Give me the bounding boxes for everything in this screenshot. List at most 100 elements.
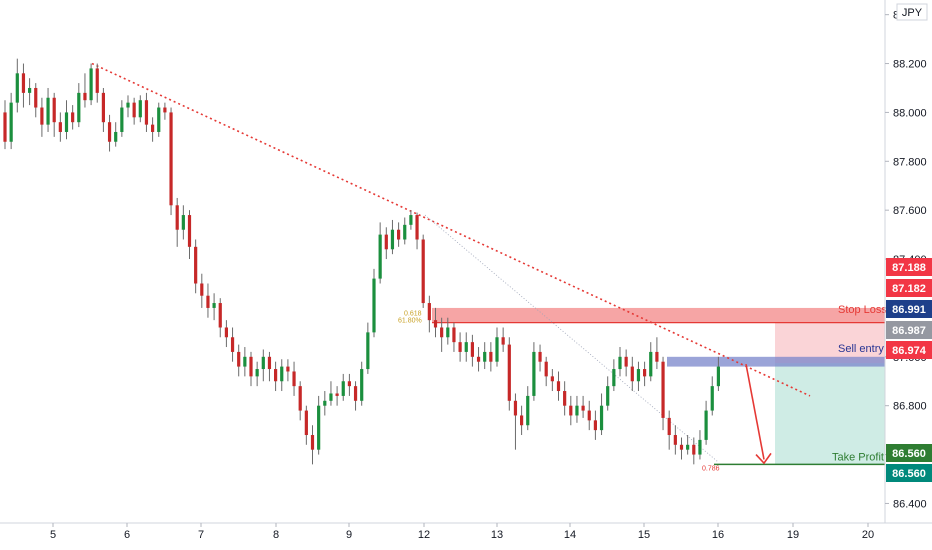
candle-down [427, 303, 431, 321]
candle-down [538, 351, 542, 362]
candle-down [673, 435, 677, 445]
candle-down [476, 356, 481, 362]
candle-up [46, 97, 50, 125]
candle-up [606, 386, 610, 406]
drawn-lines [91, 62, 811, 465]
candle-down [501, 337, 505, 345]
candle-down [593, 420, 597, 431]
candle-down [581, 405, 585, 411]
price-tag [886, 300, 932, 318]
candle-down [107, 122, 112, 142]
candle-down [200, 283, 204, 296]
candle-down [544, 361, 548, 377]
candle-up [612, 369, 616, 387]
candle-up [89, 68, 93, 101]
candle-up [261, 356, 265, 370]
candle-up [323, 400, 327, 406]
candle-up [704, 410, 708, 440]
candle-down [679, 444, 684, 450]
candle-down [163, 107, 167, 113]
candle-down [397, 229, 401, 240]
candle-down [292, 371, 296, 387]
candle-down [144, 100, 149, 125]
candle-down [513, 400, 518, 416]
candle-down [237, 351, 241, 367]
symbol-badge[interactable] [896, 3, 928, 21]
x-tick-label: 13 [491, 529, 503, 541]
candle-down [470, 342, 474, 357]
candle-up [341, 381, 345, 396]
x-tick-label: 19 [787, 529, 799, 541]
candle-down [335, 393, 339, 396]
y-tick-label: 87.600 [893, 205, 927, 217]
candle-down [384, 234, 388, 250]
candle-down [433, 320, 438, 328]
candle-down [187, 215, 192, 247]
candle-up [716, 366, 720, 387]
trendline [91, 62, 811, 397]
risk-reward-boxes [775, 322, 885, 465]
x-tick-label: 14 [564, 529, 576, 541]
fib-guide-line [424, 214, 719, 463]
candle-down [218, 303, 222, 328]
candle-up [126, 102, 130, 108]
candle-down [661, 361, 665, 418]
take-profit-label: Take Profit [832, 451, 884, 463]
candle-up [243, 356, 247, 367]
price-tag-label: 86.974 [892, 345, 927, 357]
candle-down [101, 92, 105, 123]
candle-up [157, 107, 161, 132]
y-tick-label: 88.200 [893, 59, 927, 71]
candle-down [224, 327, 228, 338]
candle-up [698, 439, 702, 455]
fib-level-label: 0.618 [404, 310, 422, 317]
candle-down [194, 246, 198, 284]
candle-down [274, 369, 278, 382]
candle-down [310, 435, 315, 450]
candle-up [495, 337, 499, 362]
candle-up [636, 369, 641, 382]
candle-down [230, 337, 235, 352]
candle-down [643, 369, 647, 377]
stop-loss-zone [432, 307, 885, 323]
price-tags: 87.188 87.182 86.991 86.987 86.974 86.560 86.5… [886, 258, 932, 482]
candle-down [83, 92, 87, 101]
x-tick-label: 20 [862, 529, 874, 541]
candle-down [667, 417, 671, 436]
candle-down [298, 386, 302, 411]
candle-up [483, 351, 487, 362]
candle-up [390, 229, 395, 250]
candle-up [181, 215, 185, 230]
candle-down [175, 205, 179, 230]
candle-down [34, 87, 38, 108]
price-tag [886, 279, 932, 297]
x-tick-label: 9 [346, 529, 352, 541]
candle-down [507, 344, 511, 401]
price-tag [886, 464, 932, 482]
candle-up [686, 444, 690, 450]
candle-down [206, 295, 210, 308]
candle-down [40, 107, 44, 125]
candle-up [446, 327, 450, 338]
x-tick-label: 15 [638, 529, 650, 541]
candle-down [249, 356, 253, 377]
candle-down [624, 356, 628, 367]
stop-loss-label: Stop Loss [838, 304, 887, 316]
candles [3, 58, 720, 465]
candle-down [587, 410, 591, 421]
candle-down [353, 386, 358, 401]
price-tag [886, 258, 932, 276]
candle-down [286, 366, 290, 372]
candle-up [138, 100, 142, 118]
candle-down [132, 102, 136, 118]
candle-down [304, 410, 308, 436]
sell-entry-label: Sell entry [838, 343, 884, 355]
candle-down [655, 351, 659, 362]
candle-down [58, 122, 62, 132]
x-tick-label: 5 [50, 529, 56, 541]
risk-box [775, 322, 885, 364]
price-tag [886, 341, 932, 359]
candle-up [212, 303, 216, 308]
x-tick-label: 8 [273, 529, 279, 541]
